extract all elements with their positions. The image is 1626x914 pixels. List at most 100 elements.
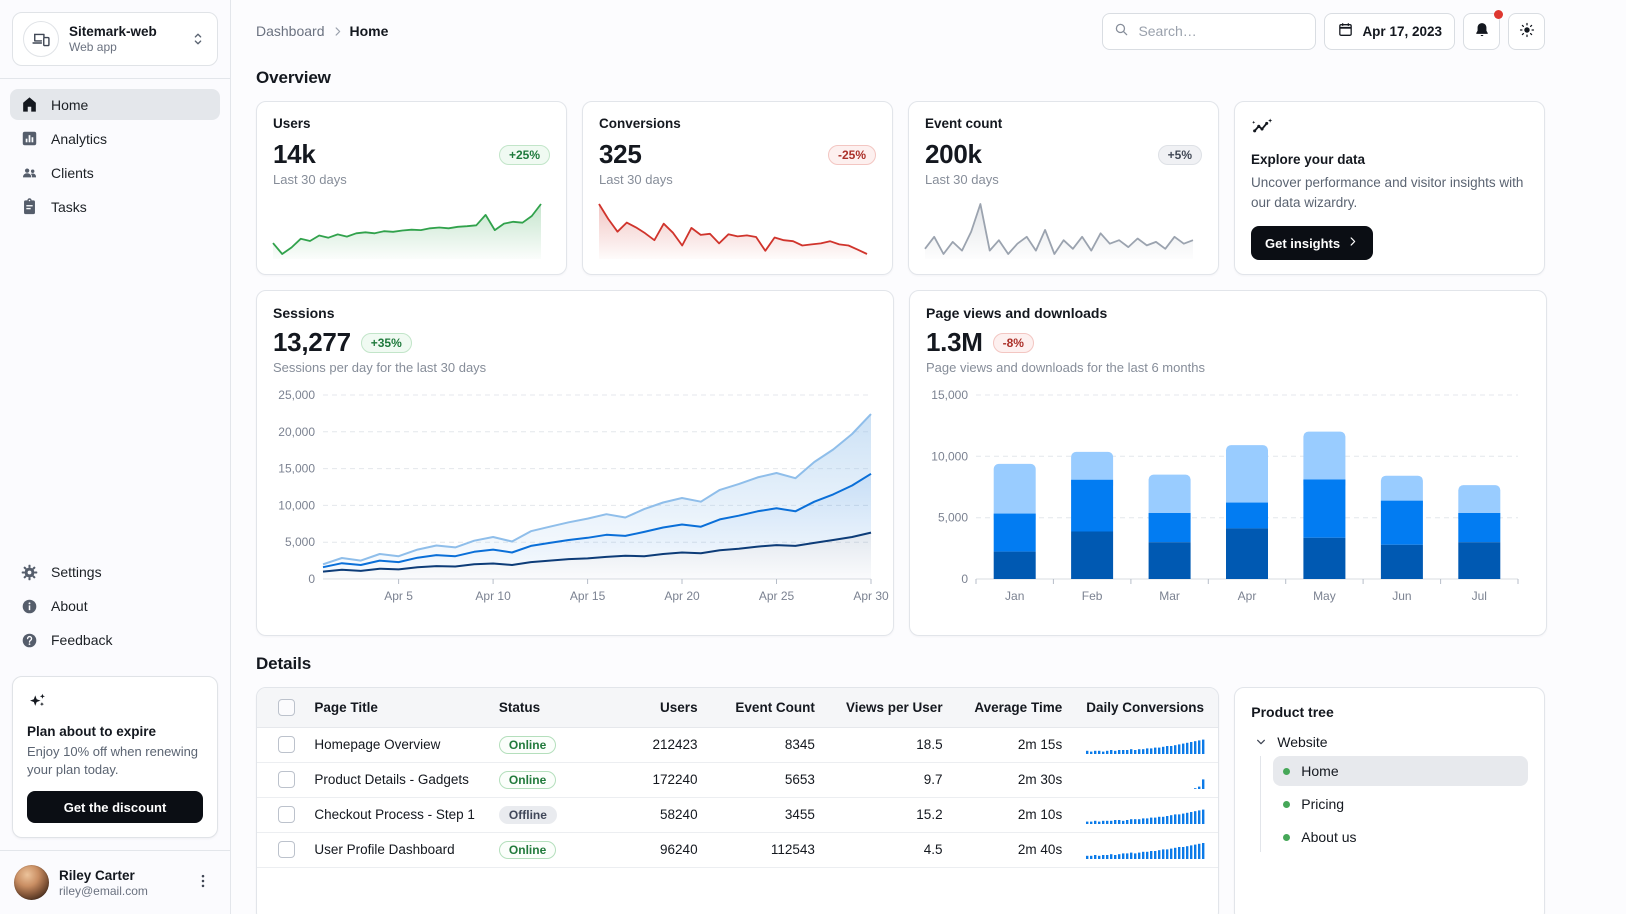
table-row[interactable]: User Profile Dashboard Online 96240 1125… xyxy=(257,832,1219,868)
table-row[interactable]: Checkout Process - Step 1 Offline 58240 … xyxy=(257,797,1219,833)
svg-text:Apr 10: Apr 10 xyxy=(475,589,511,603)
column-header-event-count[interactable]: Event Count xyxy=(709,688,827,728)
svg-text:Apr 15: Apr 15 xyxy=(570,589,606,603)
sidebar-item-tasks[interactable]: Tasks xyxy=(10,191,220,222)
tree-item-home[interactable]: Home xyxy=(1273,756,1528,787)
date-picker-button[interactable]: Apr 17, 2023 xyxy=(1324,12,1455,50)
column-header-average-time[interactable]: Average Time xyxy=(954,688,1075,728)
stat-delta-badge: -25% xyxy=(827,144,876,165)
user-menu-button[interactable] xyxy=(190,868,216,897)
tree-item-label: Home xyxy=(1301,763,1339,780)
row-checkbox[interactable] xyxy=(278,841,296,859)
row-checkbox[interactable] xyxy=(278,771,296,789)
tree-item-about-us[interactable]: About us xyxy=(1273,822,1528,852)
column-header-users[interactable]: Users xyxy=(603,688,710,728)
cell-event-count: 3455 xyxy=(709,797,827,833)
get-insights-button[interactable]: Get insights xyxy=(1251,226,1374,261)
charts-row: Sessions 13,277 +35% Sessions per day fo… xyxy=(256,290,1547,637)
stat-card-caption: Last 30 days xyxy=(599,172,673,187)
people-icon xyxy=(20,163,39,182)
svg-text:Apr 25: Apr 25 xyxy=(759,589,795,603)
row-checkbox[interactable] xyxy=(278,736,296,754)
cell-views-per-user: 9.7 xyxy=(826,762,955,798)
sidebar-item-home[interactable]: Home xyxy=(10,89,220,120)
unfold-more-icon xyxy=(189,30,207,48)
table-row[interactable]: Product Details - Gadgets Online 172240 … xyxy=(257,762,1219,798)
cell-daily-conversions xyxy=(1074,727,1219,763)
notification-badge xyxy=(1494,9,1503,19)
topbar: Dashboard Home Apr 17, 2023 xyxy=(256,9,1545,50)
tree-root-label: Website xyxy=(1277,734,1328,751)
user-name: Riley Carter xyxy=(59,867,135,883)
tree-item-label: About us xyxy=(1301,829,1357,846)
cell-average-time: 2m 10s xyxy=(954,797,1075,833)
gear-icon xyxy=(20,563,39,582)
cell-average-time: 2m 30s xyxy=(954,762,1075,798)
tree-item-label: Pricing xyxy=(1301,796,1345,813)
sidebar-nav: Home Analytics Clients Tasks xyxy=(0,79,230,232)
svg-text:15,000: 15,000 xyxy=(931,388,968,402)
table-row[interactable]: Homepage Overview Online 212423 8345 18.… xyxy=(257,727,1219,763)
tree-item-website[interactable]: Website xyxy=(1253,734,1528,750)
column-header-daily-conversions[interactable]: Daily Conversions xyxy=(1074,688,1219,728)
main-content: Dashboard Home Apr 17, 2023 xyxy=(231,0,1626,914)
info-icon xyxy=(20,597,39,616)
stat-delta-badge: +5% xyxy=(1157,144,1202,165)
sidebar-item-label: About xyxy=(51,598,88,615)
sidebar-item-label: Tasks xyxy=(51,198,87,215)
sidebar-item-settings[interactable]: Settings xyxy=(10,557,220,588)
sidebar-item-feedback[interactable]: Feedback xyxy=(10,625,220,656)
svg-text:10,000: 10,000 xyxy=(931,449,968,463)
search-input[interactable] xyxy=(1138,23,1306,39)
cell-daily-conversions xyxy=(1074,832,1219,868)
svg-text:Apr 30: Apr 30 xyxy=(853,589,889,603)
cell-page-title: Homepage Overview xyxy=(302,727,487,763)
get-discount-button[interactable]: Get the discount xyxy=(27,791,203,823)
explore-data-card: Explore your data Uncover performance an… xyxy=(1234,101,1545,276)
stat-sparkline xyxy=(924,197,1202,259)
header-actions: Apr 17, 2023 xyxy=(1102,9,1545,50)
theme-toggle-button[interactable] xyxy=(1508,12,1545,50)
select-all-checkbox[interactable] xyxy=(278,698,296,716)
pageviews-bar-chart: 0 5,000 10,000 15,000 Jan Feb Mar Apr May Jun Jul xyxy=(926,381,1530,621)
sidebar-item-analytics[interactable]: Analytics xyxy=(10,123,220,154)
workspace-selector[interactable]: Sitemark-web Web app xyxy=(12,12,218,66)
overview-cards: Users 14k +25% Last 30 days Conversions … xyxy=(256,101,1545,276)
cell-status: Offline xyxy=(486,797,604,833)
search-box xyxy=(1102,12,1317,50)
svg-text:20,000: 20,000 xyxy=(278,425,315,439)
svg-text:Mar: Mar xyxy=(1159,589,1180,603)
sessions-value: 13,277 xyxy=(273,327,351,358)
user-email: riley@email.com xyxy=(59,883,148,898)
date-label: Apr 17, 2023 xyxy=(1362,23,1442,39)
pageviews-value: 1.3M xyxy=(926,327,983,358)
sessions-card: Sessions 13,277 +35% Sessions per day fo… xyxy=(256,290,894,637)
cell-views-per-user: 4.5 xyxy=(826,832,955,868)
row-checkbox[interactable] xyxy=(278,806,296,824)
column-header-status[interactable]: Status xyxy=(486,688,604,728)
column-header-views-per-user[interactable]: Views per User xyxy=(826,688,955,728)
product-tree-card: Product tree Website Home Pricing About … xyxy=(1234,687,1545,914)
sidebar-item-clients[interactable]: Clients xyxy=(10,157,220,188)
get-insights-label: Get insights xyxy=(1265,235,1341,251)
cell-users: 172240 xyxy=(603,762,710,798)
tree-item-pricing[interactable]: Pricing xyxy=(1273,789,1528,819)
cell-status: Online xyxy=(486,762,604,798)
cell-views-per-user: 18.5 xyxy=(826,727,955,763)
green-dot-icon xyxy=(1283,800,1291,808)
stat-card-title: Conversions xyxy=(599,116,681,131)
details-row: Page Title Status Users Event Count Views pe… xyxy=(256,687,1545,914)
sidebar-item-about[interactable]: About xyxy=(10,591,220,622)
stat-card-value: 14k xyxy=(273,139,316,169)
stat-card-value: 325 xyxy=(599,139,642,169)
svg-text:25,000: 25,000 xyxy=(278,388,315,402)
sidebar: Sitemark-web Web app Home Analytics Clie… xyxy=(0,0,231,914)
breadcrumb-dashboard[interactable]: Dashboard xyxy=(256,23,325,39)
green-dot-icon xyxy=(1283,833,1291,841)
stat-card-caption: Last 30 days xyxy=(273,172,347,187)
notifications-button[interactable] xyxy=(1463,9,1503,50)
table-header-row: Page Title Status Users Event Count Views pe… xyxy=(257,688,1219,728)
help-icon xyxy=(20,631,39,650)
svg-text:Feb: Feb xyxy=(1082,589,1103,603)
column-header-page-title[interactable]: Page Title xyxy=(302,688,487,728)
